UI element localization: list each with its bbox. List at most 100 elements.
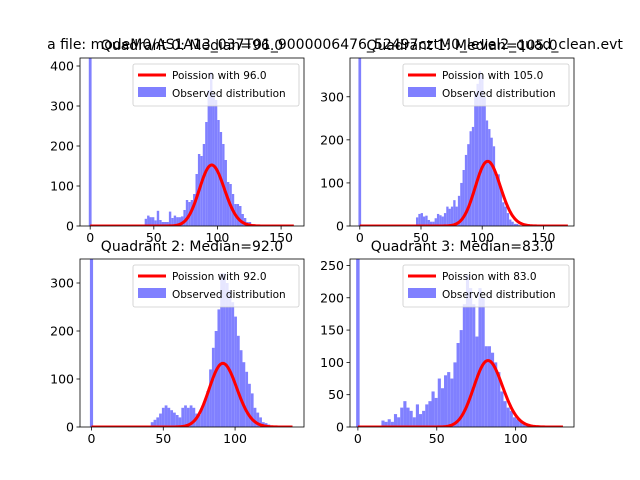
histogram-bar (418, 213, 421, 226)
y-tick-label: 100 (50, 179, 74, 194)
legend-label-observed: Observed distribution (442, 88, 556, 100)
histogram-bar (428, 401, 432, 427)
histogram-bar (170, 410, 174, 427)
histogram-bar (212, 94, 215, 226)
axes-frame (79, 258, 305, 428)
axes-frame (79, 57, 305, 227)
histogram-bar (525, 425, 529, 427)
y-tick-label: 50 (328, 387, 344, 402)
histogram-bar (450, 378, 454, 427)
histogram-bar (429, 221, 433, 226)
histogram-bar (503, 401, 507, 427)
histogram-bar (156, 417, 160, 427)
histogram-bar (210, 72, 213, 226)
histogram-bar (448, 208, 451, 226)
y-tick-label: 400 (50, 59, 74, 74)
histogram-bar (198, 415, 201, 427)
histogram-bar (418, 414, 423, 427)
histogram-bar (147, 215, 150, 226)
histogram-bar (506, 407, 510, 427)
subplot-0: 0 50 100 150 0 100 200 300 400 Quadrant 0: Median… (50, 38, 305, 245)
histogram-bar (397, 417, 401, 427)
histogram-bar (183, 210, 186, 226)
histogram-bar (490, 137, 493, 226)
legend-label-observed: Observed distribution (442, 289, 556, 301)
histogram-bar (504, 206, 507, 226)
histogram-bar (471, 126, 475, 226)
poisson-curve (357, 359, 563, 427)
legend-box (402, 63, 570, 107)
x-tick-label: 100 (223, 431, 247, 446)
histogram-bar (248, 383, 251, 427)
histogram-bar (469, 131, 472, 226)
histogram-bar (450, 206, 454, 226)
histogram-bar (516, 419, 520, 427)
histogram-bar (185, 200, 189, 226)
histogram-bar (444, 375, 448, 427)
histogram-bar (490, 352, 495, 427)
histogram-bar (236, 204, 240, 226)
histogram-bar (159, 413, 162, 427)
legend-label-poisson: Poission with 83.0 (442, 271, 537, 283)
legend-label-poisson: Poission with 92.0 (172, 271, 267, 283)
histogram-bar (431, 391, 435, 427)
histogram-bar (173, 412, 176, 427)
histogram-bar (437, 378, 441, 427)
histogram-bar (457, 195, 461, 226)
y-tick-label: 200 (320, 290, 344, 305)
x-tick-label: 0 (86, 230, 94, 245)
histogram-bar (425, 215, 428, 226)
histogram-bar (202, 144, 206, 226)
legend-label-observed: Observed distribution (172, 289, 286, 301)
histogram-bar (150, 422, 154, 427)
histogram-bar (193, 194, 196, 226)
histogram-bar (250, 393, 254, 427)
histogram-bar (161, 407, 165, 427)
histogram-bar (180, 216, 184, 226)
histogram-bar (488, 129, 491, 226)
histogram-bar (393, 414, 398, 427)
subplot-title: Quadrant 0: Median=96.0 (101, 38, 283, 54)
y-tick-label: 100 (320, 355, 344, 370)
histogram-bar (467, 144, 470, 226)
histogram-bar (492, 146, 496, 226)
histogram-bar (203, 400, 207, 427)
histogram-bar (497, 174, 500, 226)
histogram-bar (440, 388, 445, 427)
histogram-bar (443, 213, 447, 226)
histogram-bar (164, 222, 167, 226)
subplot-title: Quadrant 1: Median=105.0 (366, 38, 557, 54)
histogram-bar (390, 421, 394, 427)
x-tick-label: 150 (531, 230, 555, 245)
subplot-title: Quadrant 3: Median=83.0 (371, 239, 553, 255)
histogram-bar (509, 410, 513, 427)
x-tick-label: 100 (504, 431, 528, 446)
histogram-bar (178, 217, 181, 226)
histogram-bar (149, 217, 152, 226)
histogram-bar (236, 335, 240, 427)
histogram-bar (456, 343, 460, 427)
histogram-bar (241, 214, 244, 226)
histogram-bar (381, 420, 385, 427)
histogram-bar (427, 219, 430, 226)
histogram-bar (495, 176, 498, 226)
histogram-bar (436, 213, 440, 226)
histogram-bar (166, 222, 169, 226)
y-tick-label: 200 (50, 324, 74, 339)
histogram-bar (153, 419, 157, 427)
histogram-bar (161, 222, 165, 226)
histogram-bar (472, 304, 476, 427)
histogram-bar (173, 215, 177, 226)
histogram-bar (422, 216, 426, 226)
histogram-bar (245, 371, 249, 427)
histogram-bar (459, 330, 463, 427)
legend-box (402, 264, 570, 308)
subplot-grid: 0 50 100 150 0 100 200 300 400 Quadrant 0: Median… (50, 38, 575, 446)
histogram-bar (168, 211, 172, 226)
histogram-bar (422, 410, 426, 427)
legend-box (132, 264, 300, 308)
y-tick-label: 0 (66, 420, 74, 435)
histogram-bar (478, 70, 482, 226)
histogram-bar (211, 347, 215, 427)
histogram-bar (214, 331, 218, 427)
